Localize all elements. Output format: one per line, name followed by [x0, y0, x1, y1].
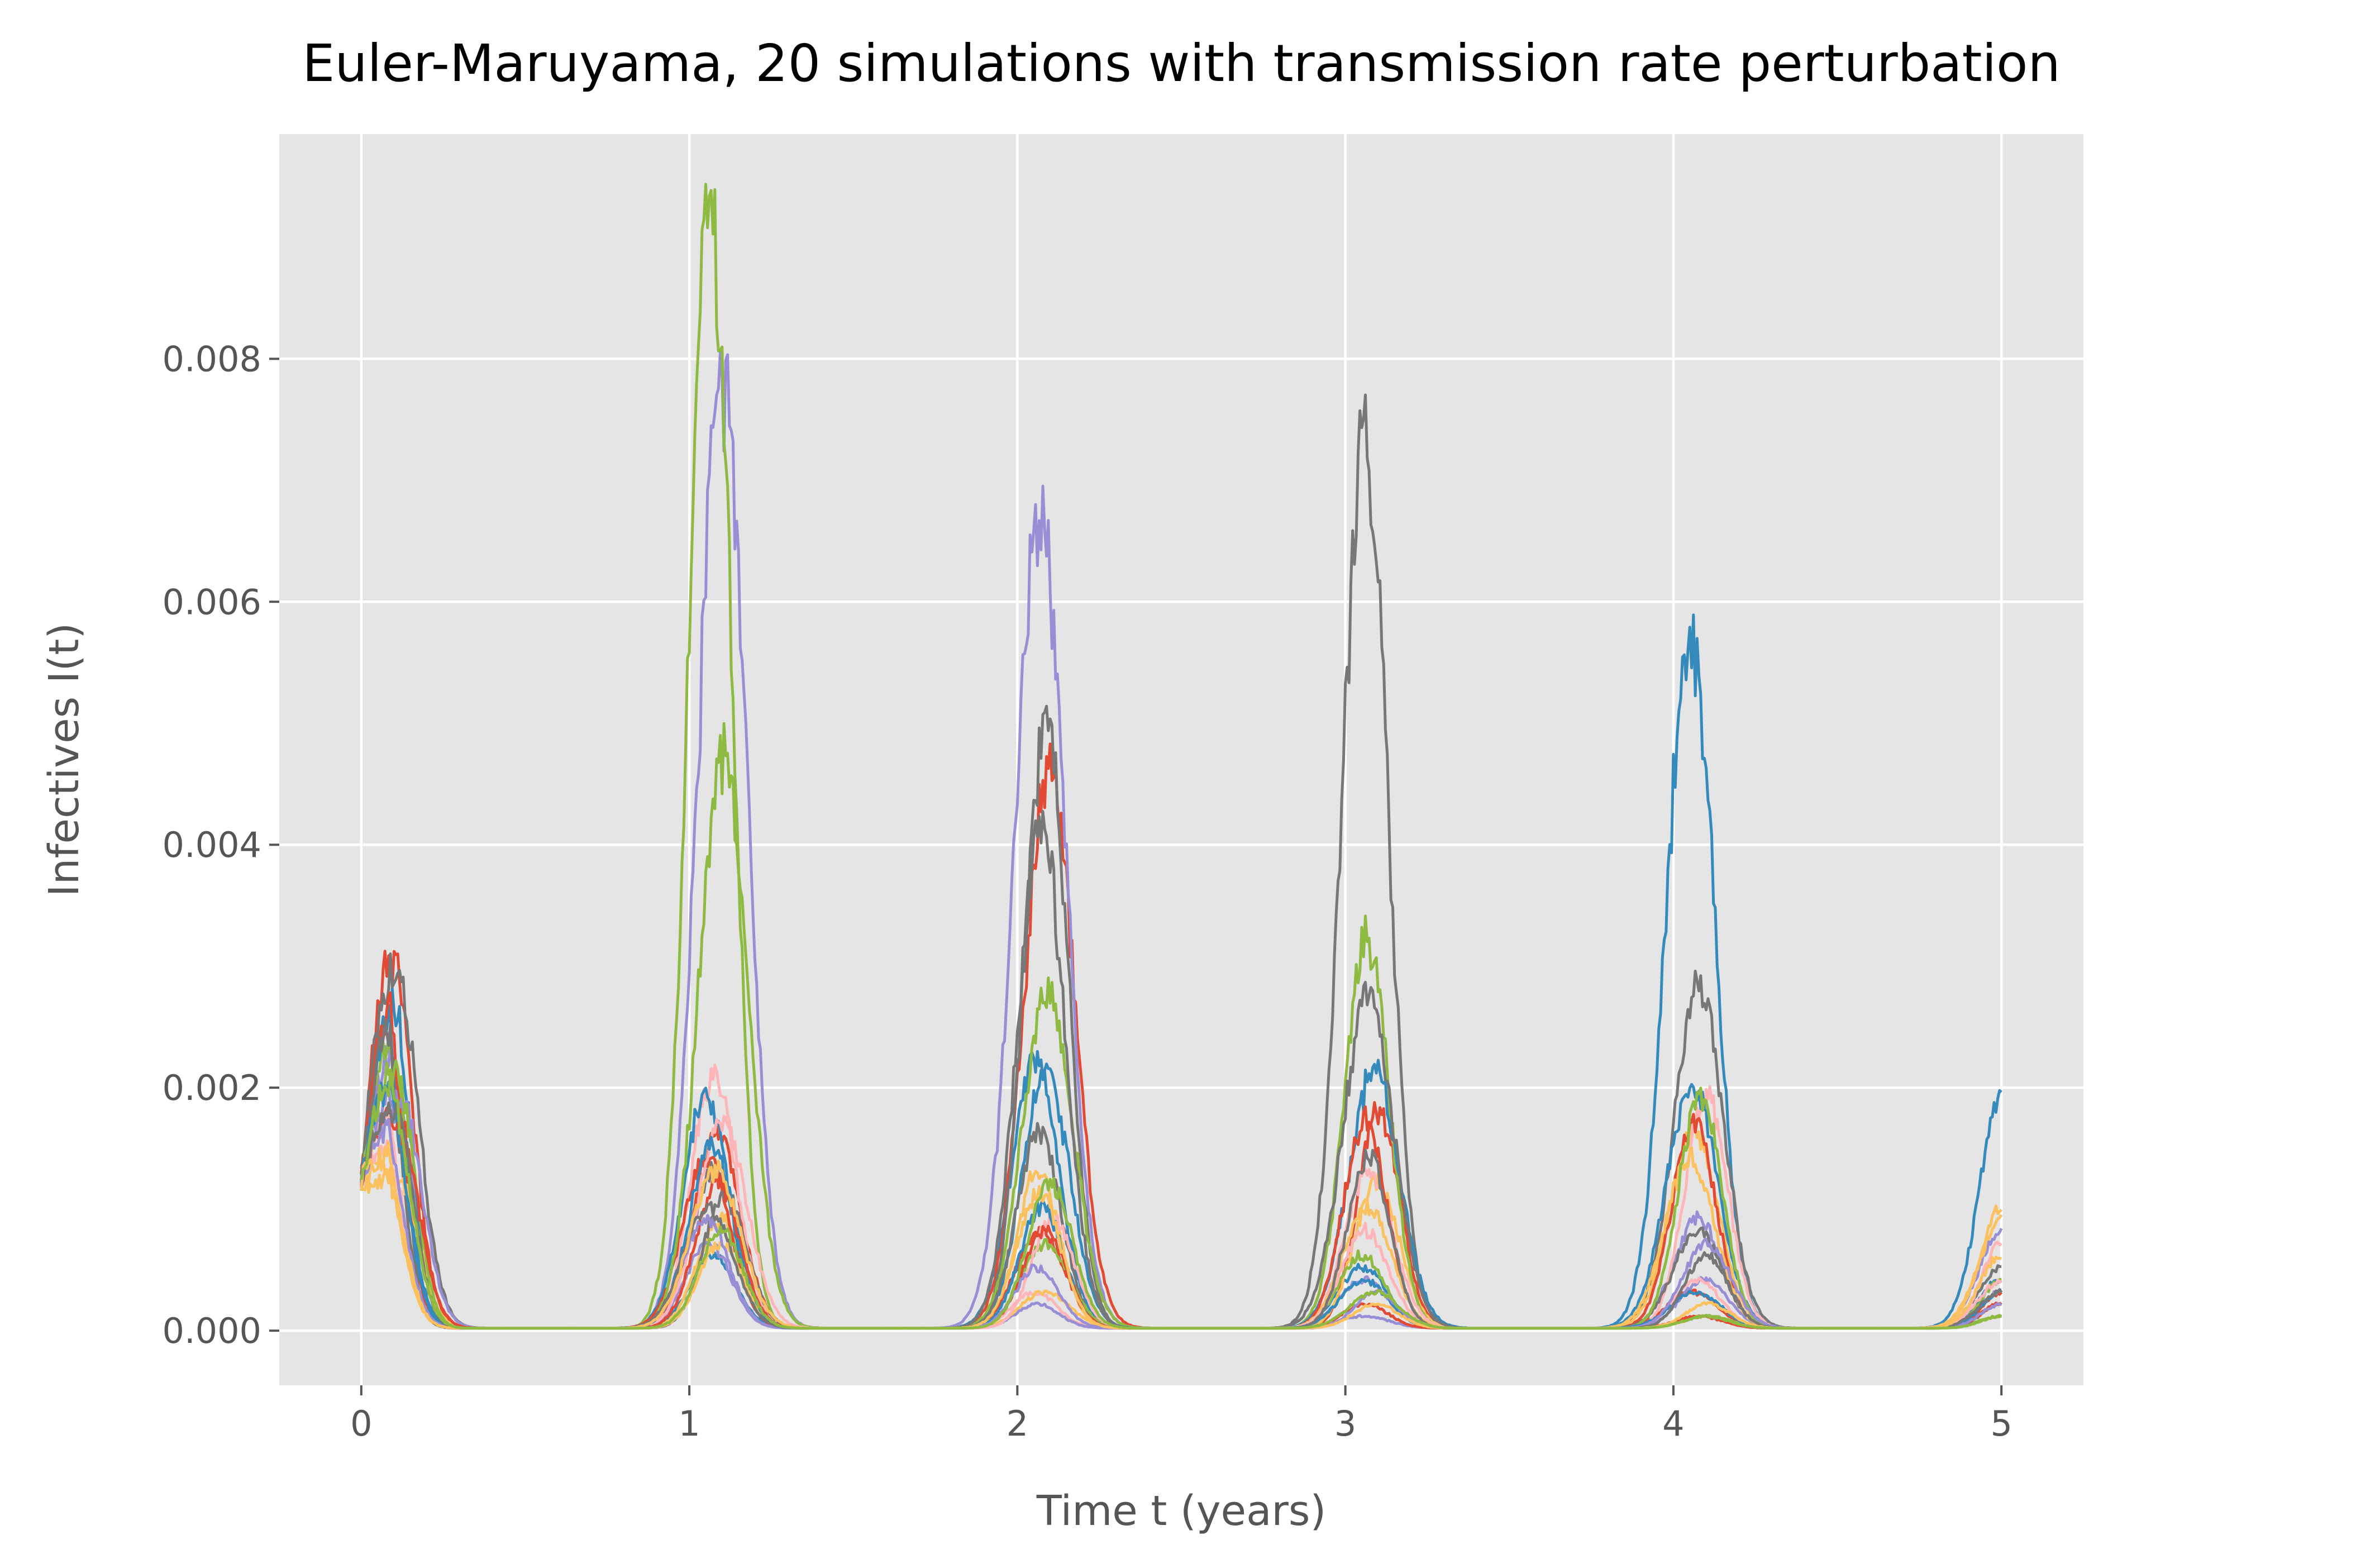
y-axis-label: Infectives I(t) — [40, 623, 88, 897]
x-tick-label: 1 — [678, 1403, 700, 1444]
y-tick-label: 0.008 — [163, 339, 262, 379]
y-tick-label: 0.002 — [163, 1067, 262, 1108]
series-line — [360, 1068, 2002, 1330]
x-tick-label: 4 — [1662, 1403, 1684, 1444]
ticks: 0 1 2 3 4 5 0.000 0.002 0.004 0.006 0.008 — [163, 339, 2012, 1444]
y-tick-label: 0.004 — [163, 824, 262, 865]
x-axis-label: Time t (years) — [1036, 1487, 1327, 1535]
plot-area — [279, 134, 2083, 1385]
x-tick-label: 5 — [1990, 1403, 2012, 1444]
grid — [279, 134, 2083, 1385]
x-tick-label: 3 — [1334, 1403, 1356, 1444]
y-tick-label: 0.006 — [163, 582, 262, 622]
series-layer — [360, 183, 2003, 1330]
y-tick-label: 0.000 — [163, 1310, 262, 1351]
x-tick-label: 0 — [350, 1403, 372, 1444]
x-tick-label: 2 — [1007, 1403, 1028, 1444]
chart-title: Euler-Maruyama, 20 simulations with tran… — [302, 34, 2061, 93]
